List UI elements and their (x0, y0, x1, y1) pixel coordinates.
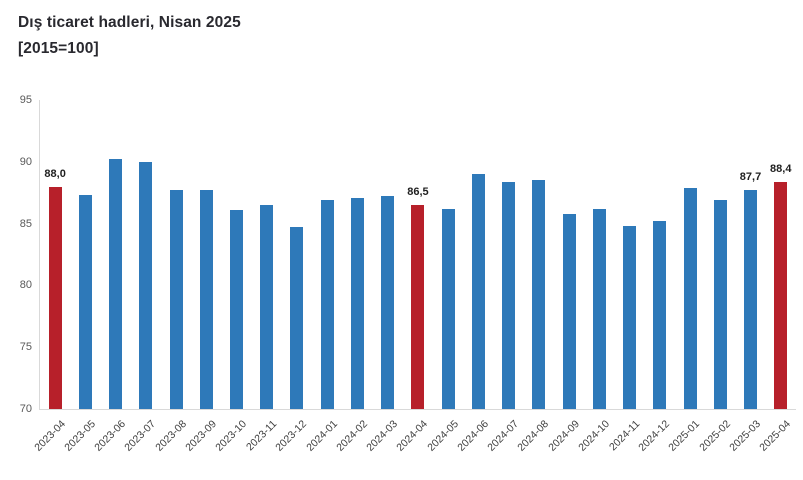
x-axis-label-2024-01: 2024-01 (303, 418, 340, 454)
x-axis-label-2024-05: 2024-05 (424, 418, 461, 454)
bar-2024-07[interactable] (502, 181, 516, 409)
bar-2024-01[interactable] (320, 200, 334, 409)
bar-2023-05[interactable] (78, 195, 92, 409)
x-axis-label-2024-06: 2024-06 (455, 418, 491, 454)
bar-2024-08[interactable] (532, 180, 546, 409)
bar-slot-2025-03: 87,7 2025-03 (727, 100, 766, 454)
bar-slot-2024-08: 2024-08 (516, 100, 554, 454)
bar-2023-08[interactable] (169, 190, 183, 409)
x-axis-label-2024-11: 2024-11 (606, 418, 643, 454)
x-axis-label-2025-04: 2025-04 (757, 418, 794, 454)
value-label-2025-03: 87,7 (739, 171, 762, 184)
y-axis: 70 75 80 85 90 95 (0, 94, 32, 416)
bar-2023-11[interactable] (260, 205, 274, 409)
x-axis-label-2024-12: 2024-12 (636, 418, 673, 454)
bar-2023-04[interactable] (48, 186, 62, 409)
bar-2025-04[interactable] (774, 181, 788, 409)
bar-slot-2025-02: 2025-02 (697, 100, 735, 454)
x-axis-label-2023-07: 2023-07 (122, 418, 159, 454)
bar-slot-2024-10: 2024-10 (576, 100, 614, 454)
bar-2024-02[interactable] (350, 197, 364, 409)
bar-slot-2023-11: 2023-11 (244, 100, 282, 453)
bar-2024-05[interactable] (441, 208, 455, 409)
bar-2024-12[interactable] (653, 221, 667, 409)
bar-2024-03[interactable] (381, 196, 395, 409)
bar-slot-2023-10: 2023-10 (213, 100, 252, 454)
bar-slot-2023-08: 2023-08 (153, 100, 191, 454)
y-axis-tick-80: 80 (19, 279, 32, 292)
bar-slot-2024-06: 2024-06 (455, 100, 493, 454)
y-axis-tick-95: 95 (19, 94, 32, 106)
bar-2024-09[interactable] (562, 213, 576, 409)
x-axis-label-2024-09: 2024-09 (545, 418, 582, 454)
bar-slot-2024-01: 2024-01 (304, 100, 342, 454)
value-label-2024-04: 86,5 (407, 186, 429, 199)
bar-2023-12[interactable] (290, 227, 304, 409)
x-axis-label-2023-11: 2023-11 (244, 418, 280, 454)
bar-slot-2024-05: 2024-05 (425, 100, 463, 454)
bar-2025-01[interactable] (683, 187, 697, 409)
x-axis-label-2024-08: 2024-08 (515, 418, 552, 454)
bar-slot-2024-11: 2024-11 (607, 100, 645, 453)
bar-slot-2024-04: 86,5 2024-04 (395, 100, 433, 454)
bar-slot-2024-09: 2024-09 (546, 100, 584, 454)
bar-slot-2023-06: 2023-06 (92, 100, 131, 454)
x-axis-label-2024-10: 2024-10 (576, 418, 612, 454)
value-label-2025-04: 88,4 (770, 162, 792, 175)
bar-2023-07[interactable] (139, 161, 153, 409)
x-axis-label-2023-09: 2023-09 (183, 418, 219, 454)
bar-slot-2023-05: 2023-05 (62, 100, 100, 454)
bar-slot-2025-01: 2025-01 (667, 100, 705, 454)
bar-slot-2024-03: 2024-03 (364, 100, 403, 454)
x-axis-label-2023-12: 2023-12 (273, 418, 310, 454)
chart-title: Dış ticaret hadleri, Nisan 2025 (18, 14, 241, 31)
x-axis-label-2023-10: 2023-10 (213, 418, 250, 454)
bar-2025-02[interactable] (713, 200, 727, 409)
bar-slot-2023-04: 88,0 2023-04 (32, 100, 70, 454)
bar-slot-2025-04: 88,4 2025-04 (757, 100, 796, 454)
y-axis-tick-90: 90 (19, 155, 32, 168)
x-axis-label-2024-04: 2024-04 (394, 418, 431, 454)
x-axis-label-2025-03: 2025-03 (727, 418, 763, 454)
x-axis-label-2025-02: 2025-02 (697, 418, 733, 454)
x-axis-label-2024-07: 2024-07 (485, 418, 522, 454)
bar-2025-03[interactable] (744, 190, 757, 409)
x-axis-label-2023-06: 2023-06 (92, 418, 129, 454)
plot-area: 88,0 2023-04 2023-05 2023-06 2023-07 2023-08 2… (32, 100, 796, 454)
x-axis-label-2023-04: 2023-04 (31, 418, 68, 454)
bar-2024-04[interactable] (411, 205, 425, 409)
bar-slot-2023-12: 2023-12 (274, 100, 312, 454)
bar-slot-2024-02: 2024-02 (334, 100, 372, 454)
y-axis-tick-75: 75 (19, 341, 32, 354)
bar-slot-2023-07: 2023-07 (123, 100, 161, 454)
bar-2024-06[interactable] (471, 174, 485, 409)
chart-header: Dış ticaret hadleri, Nisan 2025 [2015=10… (18, 10, 241, 62)
x-axis-label-2025-01: 2025-01 (666, 418, 703, 454)
x-axis-label-2024-02: 2024-02 (334, 418, 370, 454)
bar-2023-06[interactable] (109, 159, 123, 409)
y-axis-tick-70: 70 (19, 403, 32, 415)
bar-slot-2024-12: 2024-12 (637, 100, 675, 454)
x-axis-label-2023-05: 2023-05 (62, 418, 98, 454)
bar-2024-11[interactable] (623, 226, 637, 409)
bar-slot-2023-09: 2023-09 (183, 100, 221, 454)
bar-2024-10[interactable] (592, 208, 606, 409)
x-axis-label-2023-08: 2023-08 (152, 418, 189, 454)
bar-slot-2024-07: 2024-07 (485, 100, 524, 454)
bar-2023-10[interactable] (230, 210, 244, 409)
chart-subtitle: [2015=100] (18, 40, 99, 57)
x-axis-label-2024-03: 2024-03 (364, 418, 401, 454)
y-axis-tick-85: 85 (19, 217, 32, 230)
bar-2023-09[interactable] (199, 190, 213, 409)
value-label-2023-04: 88,0 (44, 167, 66, 180)
